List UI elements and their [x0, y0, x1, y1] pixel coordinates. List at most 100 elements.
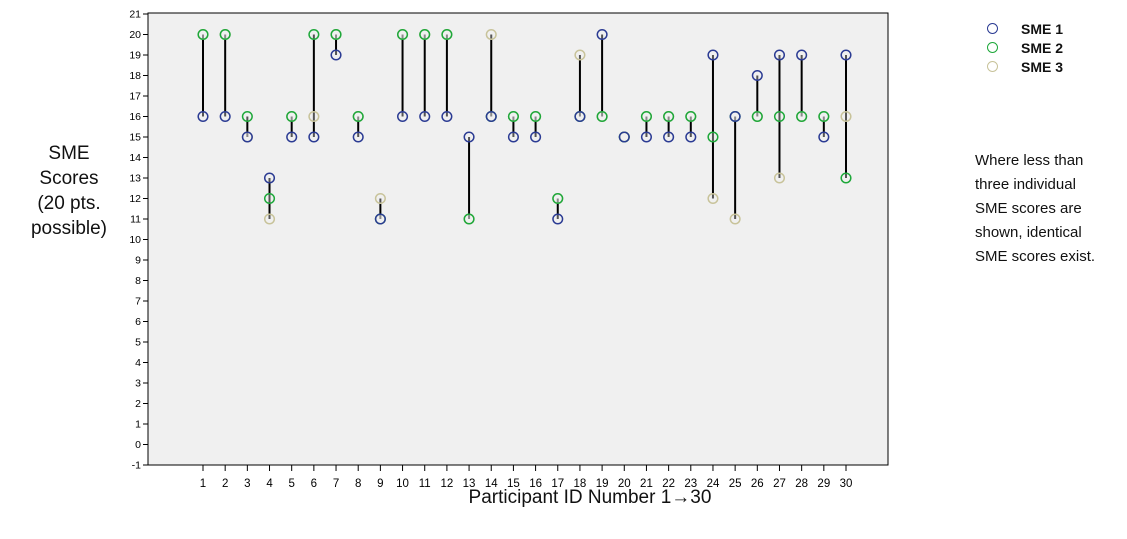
- data-point-sme-2: [219, 28, 231, 41]
- data-point-sme-1: [485, 110, 497, 123]
- y-axis-title: SME Scores (20 pts. possible): [2, 141, 136, 241]
- x-tick-label: 18: [574, 478, 587, 490]
- y-tick-label: 10: [129, 234, 141, 246]
- data-point-sme-3: [263, 213, 276, 225]
- data-points: [197, 28, 852, 225]
- data-point-sme-1: [640, 131, 652, 143]
- x-tick-label: 29: [817, 478, 830, 490]
- data-point-sme-3: [308, 110, 320, 123]
- y-tick-label: 15: [129, 132, 141, 144]
- x-tick-label: 21: [640, 478, 653, 490]
- data-point-sme-2: [796, 110, 808, 123]
- y-tick-label: 13: [129, 173, 141, 185]
- data-point-sme-2: [197, 28, 209, 41]
- data-point-sme-1: [507, 131, 519, 143]
- data-point-sme-1: [574, 110, 586, 123]
- legend-item-sme-3: SME 3: [985, 57, 1063, 76]
- data-point-sme-1: [241, 131, 253, 143]
- data-point-sme-2: [840, 172, 852, 184]
- data-point-sme-1: [618, 131, 630, 143]
- legend-marker-sme-2: [987, 42, 998, 53]
- x-tick-label: 26: [751, 478, 764, 490]
- y-axis-title-line: Scores: [39, 168, 99, 189]
- data-point-sme-1: [707, 49, 719, 61]
- legend-label-sme-2: SME 2: [1021, 39, 1064, 56]
- y-tick-label: -1: [132, 460, 141, 472]
- data-point-sme-1: [219, 110, 231, 123]
- x-tick-label: 12: [440, 478, 453, 490]
- data-point-sme-2: [530, 110, 542, 123]
- data-point-sme-2: [596, 110, 608, 123]
- data-point-sme-3: [840, 110, 852, 123]
- x-tick-label: 10: [396, 478, 409, 490]
- data-point-sme-2: [286, 110, 298, 123]
- data-point-sme-1: [419, 110, 431, 123]
- data-point-sme-1: [818, 131, 830, 143]
- data-point-sme-1: [596, 28, 608, 41]
- data-point-sme-1: [773, 49, 786, 61]
- note-line: SME scores are: [975, 200, 1082, 217]
- data-point-sme-1: [308, 131, 320, 143]
- data-point-sme-1: [685, 131, 697, 143]
- data-point-sme-1: [552, 213, 564, 225]
- x-tick-label: 14: [485, 478, 498, 490]
- plot-area: [147, 12, 889, 466]
- note-line: Where less than: [975, 152, 1084, 169]
- y-tick-label: 12: [129, 193, 141, 205]
- data-point-sme-2: [640, 110, 652, 123]
- data-point-sme-2: [330, 28, 342, 41]
- y-tick-label: 3: [135, 378, 141, 390]
- x-axis-title-wrap: Participant ID Number 1→30: [0, 487, 1050, 509]
- data-point-sme-1: [374, 213, 386, 225]
- data-point-sme-2: [707, 131, 719, 143]
- x-tick-label: 19: [596, 478, 609, 490]
- x-tick-label: 16: [529, 478, 542, 490]
- y-tick-label: 0: [135, 439, 141, 451]
- data-point-sme-3: [707, 192, 719, 205]
- data-point-sme-3: [729, 213, 741, 225]
- y-tick-label: 9: [135, 255, 141, 267]
- data-point-sme-2: [263, 192, 276, 205]
- data-point-sme-3: [374, 192, 386, 205]
- y-tick-label: 1: [135, 419, 141, 431]
- data-point-sme-2: [773, 110, 786, 123]
- data-point-sme-1: [463, 131, 475, 143]
- legend-label-sme-3: SME 3: [1021, 58, 1064, 75]
- data-point-sme-3: [574, 49, 586, 61]
- data-point-sme-1: [530, 131, 542, 143]
- legend-item-sme-2: SME 2: [985, 38, 1063, 57]
- data-point-sme-1: [263, 172, 276, 184]
- x-axis: 1 2 3 4 5 6 7 8 9 10 11 12 13 14 15 16 17 18 19 20 21 22 23 24 2…: [200, 465, 852, 490]
- note-line: three individual: [975, 176, 1076, 193]
- x-tick-label: 8: [355, 478, 361, 490]
- y-tick-label: 11: [130, 214, 141, 226]
- y-axis-title-line: SME: [48, 143, 90, 164]
- x-tick-label: 1: [200, 478, 206, 490]
- legend-marker-sme-1: [987, 23, 998, 34]
- data-point-sme-2: [751, 110, 763, 123]
- chart-note: Where less than three individual SME sco…: [975, 149, 1125, 269]
- range-lines: [202, 34, 847, 219]
- y-axis-title-line: possible): [30, 218, 108, 239]
- data-point-sme-1: [663, 131, 675, 143]
- y-axis-title-line: (20 pts.: [37, 193, 101, 214]
- y-tick-label: 5: [135, 337, 141, 349]
- x-tick-label: 2: [222, 478, 228, 490]
- data-point-sme-1: [397, 110, 409, 123]
- data-point-sme-2: [308, 28, 320, 41]
- legend: SME 1 SME 2 SME 3: [985, 19, 1063, 76]
- data-point-sme-2: [552, 192, 564, 205]
- legend-marker-sme-3: [987, 61, 998, 72]
- y-tick-label: 18: [129, 70, 141, 82]
- data-point-sme-2: [507, 110, 519, 123]
- data-point-sme-2: [419, 28, 431, 41]
- x-tick-label: 11: [419, 478, 431, 490]
- data-point-sme-3: [485, 28, 497, 41]
- data-point-sme-1: [352, 131, 364, 143]
- data-point-sme-2: [397, 28, 409, 41]
- x-tick-label: 28: [795, 478, 808, 490]
- data-point-sme-1: [286, 131, 298, 143]
- note-line: shown, identical: [975, 224, 1082, 241]
